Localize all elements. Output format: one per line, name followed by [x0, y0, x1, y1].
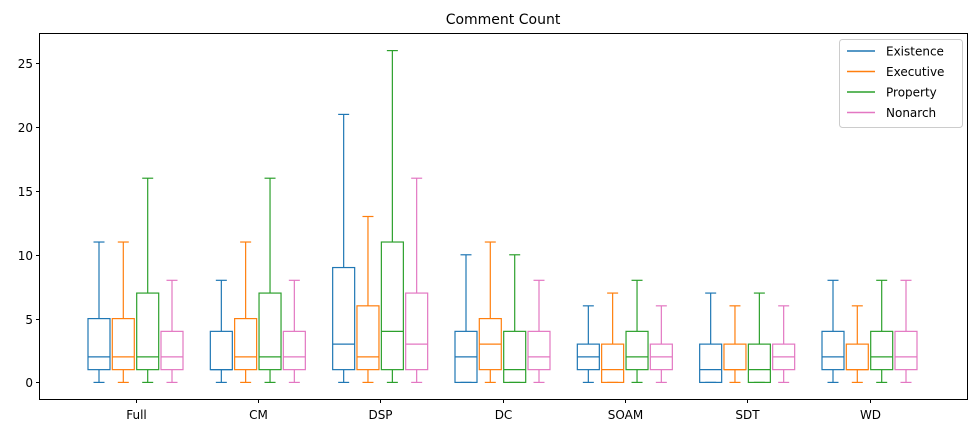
box-plot — [723, 305, 747, 384]
box-plot — [136, 177, 160, 384]
legend-label: Nonarch — [886, 106, 936, 120]
box-plot — [478, 241, 502, 384]
legend-label: Executive — [886, 65, 944, 79]
box-body — [503, 330, 527, 384]
box-plot — [894, 279, 918, 384]
box-body — [332, 266, 356, 371]
box-plot — [649, 305, 673, 384]
y-tick-label: 20 — [18, 121, 33, 135]
box-series — [136, 49, 894, 384]
x-axis: Full CM DSP DC SOAM SDT WD — [126, 399, 881, 422]
box-plot — [870, 279, 894, 384]
box-body — [160, 330, 184, 371]
x-tick-label: CM — [249, 408, 268, 422]
box-body — [87, 317, 111, 371]
x-tick-label: WD — [860, 408, 881, 422]
box-plot — [772, 305, 796, 384]
box-body — [527, 330, 551, 371]
box-series — [160, 177, 918, 384]
y-tick-label: 5 — [25, 313, 33, 327]
box-body — [821, 330, 845, 371]
x-tick-label: SOAM — [608, 408, 643, 422]
legend-label: Property — [886, 86, 937, 100]
box-plot — [160, 279, 184, 384]
box-plot — [503, 254, 527, 384]
box-plot — [747, 292, 771, 384]
y-tick-label: 10 — [18, 249, 33, 263]
box-plot — [845, 305, 869, 384]
y-tick-label: 0 — [25, 376, 33, 390]
box-body — [356, 305, 380, 371]
box-plot — [111, 241, 135, 384]
legend-label: Existence — [886, 45, 944, 59]
box-body — [258, 292, 282, 371]
box-plot — [234, 241, 258, 384]
box-plot — [454, 254, 478, 384]
legend-frame — [839, 39, 963, 128]
y-tick-label: 15 — [18, 185, 33, 199]
box-plot — [282, 279, 306, 384]
box-body — [747, 343, 771, 384]
chart-title: Comment Count — [446, 12, 561, 28]
box-body — [111, 317, 135, 371]
box-series-group — [87, 49, 918, 384]
box-body — [282, 330, 306, 371]
box-plot — [380, 49, 404, 384]
box-body — [625, 330, 649, 371]
box-body — [380, 241, 404, 371]
box-series — [87, 113, 845, 384]
x-tick-label: DC — [495, 408, 513, 422]
y-tick-label: 25 — [18, 57, 33, 71]
box-plot — [821, 279, 845, 384]
box-plot — [258, 177, 282, 384]
box-series — [111, 215, 869, 384]
box-body — [234, 317, 258, 371]
y-axis: 0 5 10 15 20 25 — [18, 57, 40, 390]
box-body — [136, 292, 160, 371]
box-body — [601, 343, 625, 384]
box-plot — [601, 292, 625, 384]
box-plot — [356, 215, 380, 384]
box-plot — [87, 241, 111, 384]
box-plot — [625, 279, 649, 384]
box-plot — [576, 305, 600, 384]
box-body — [405, 292, 429, 371]
box-body — [870, 330, 894, 371]
box-body — [699, 343, 723, 384]
x-tick-label: DSP — [368, 408, 392, 422]
legend: Existence Executive Property Nonarch — [839, 39, 963, 128]
box-body — [894, 330, 918, 371]
plot-area-frame — [39, 33, 968, 400]
box-plot — [527, 279, 551, 384]
box-plot — [405, 177, 429, 384]
box-plot — [699, 292, 723, 384]
x-tick-label: Full — [126, 408, 147, 422]
x-tick-label: SDT — [735, 408, 760, 422]
box-plot — [209, 279, 233, 384]
box-plot — [332, 113, 356, 384]
